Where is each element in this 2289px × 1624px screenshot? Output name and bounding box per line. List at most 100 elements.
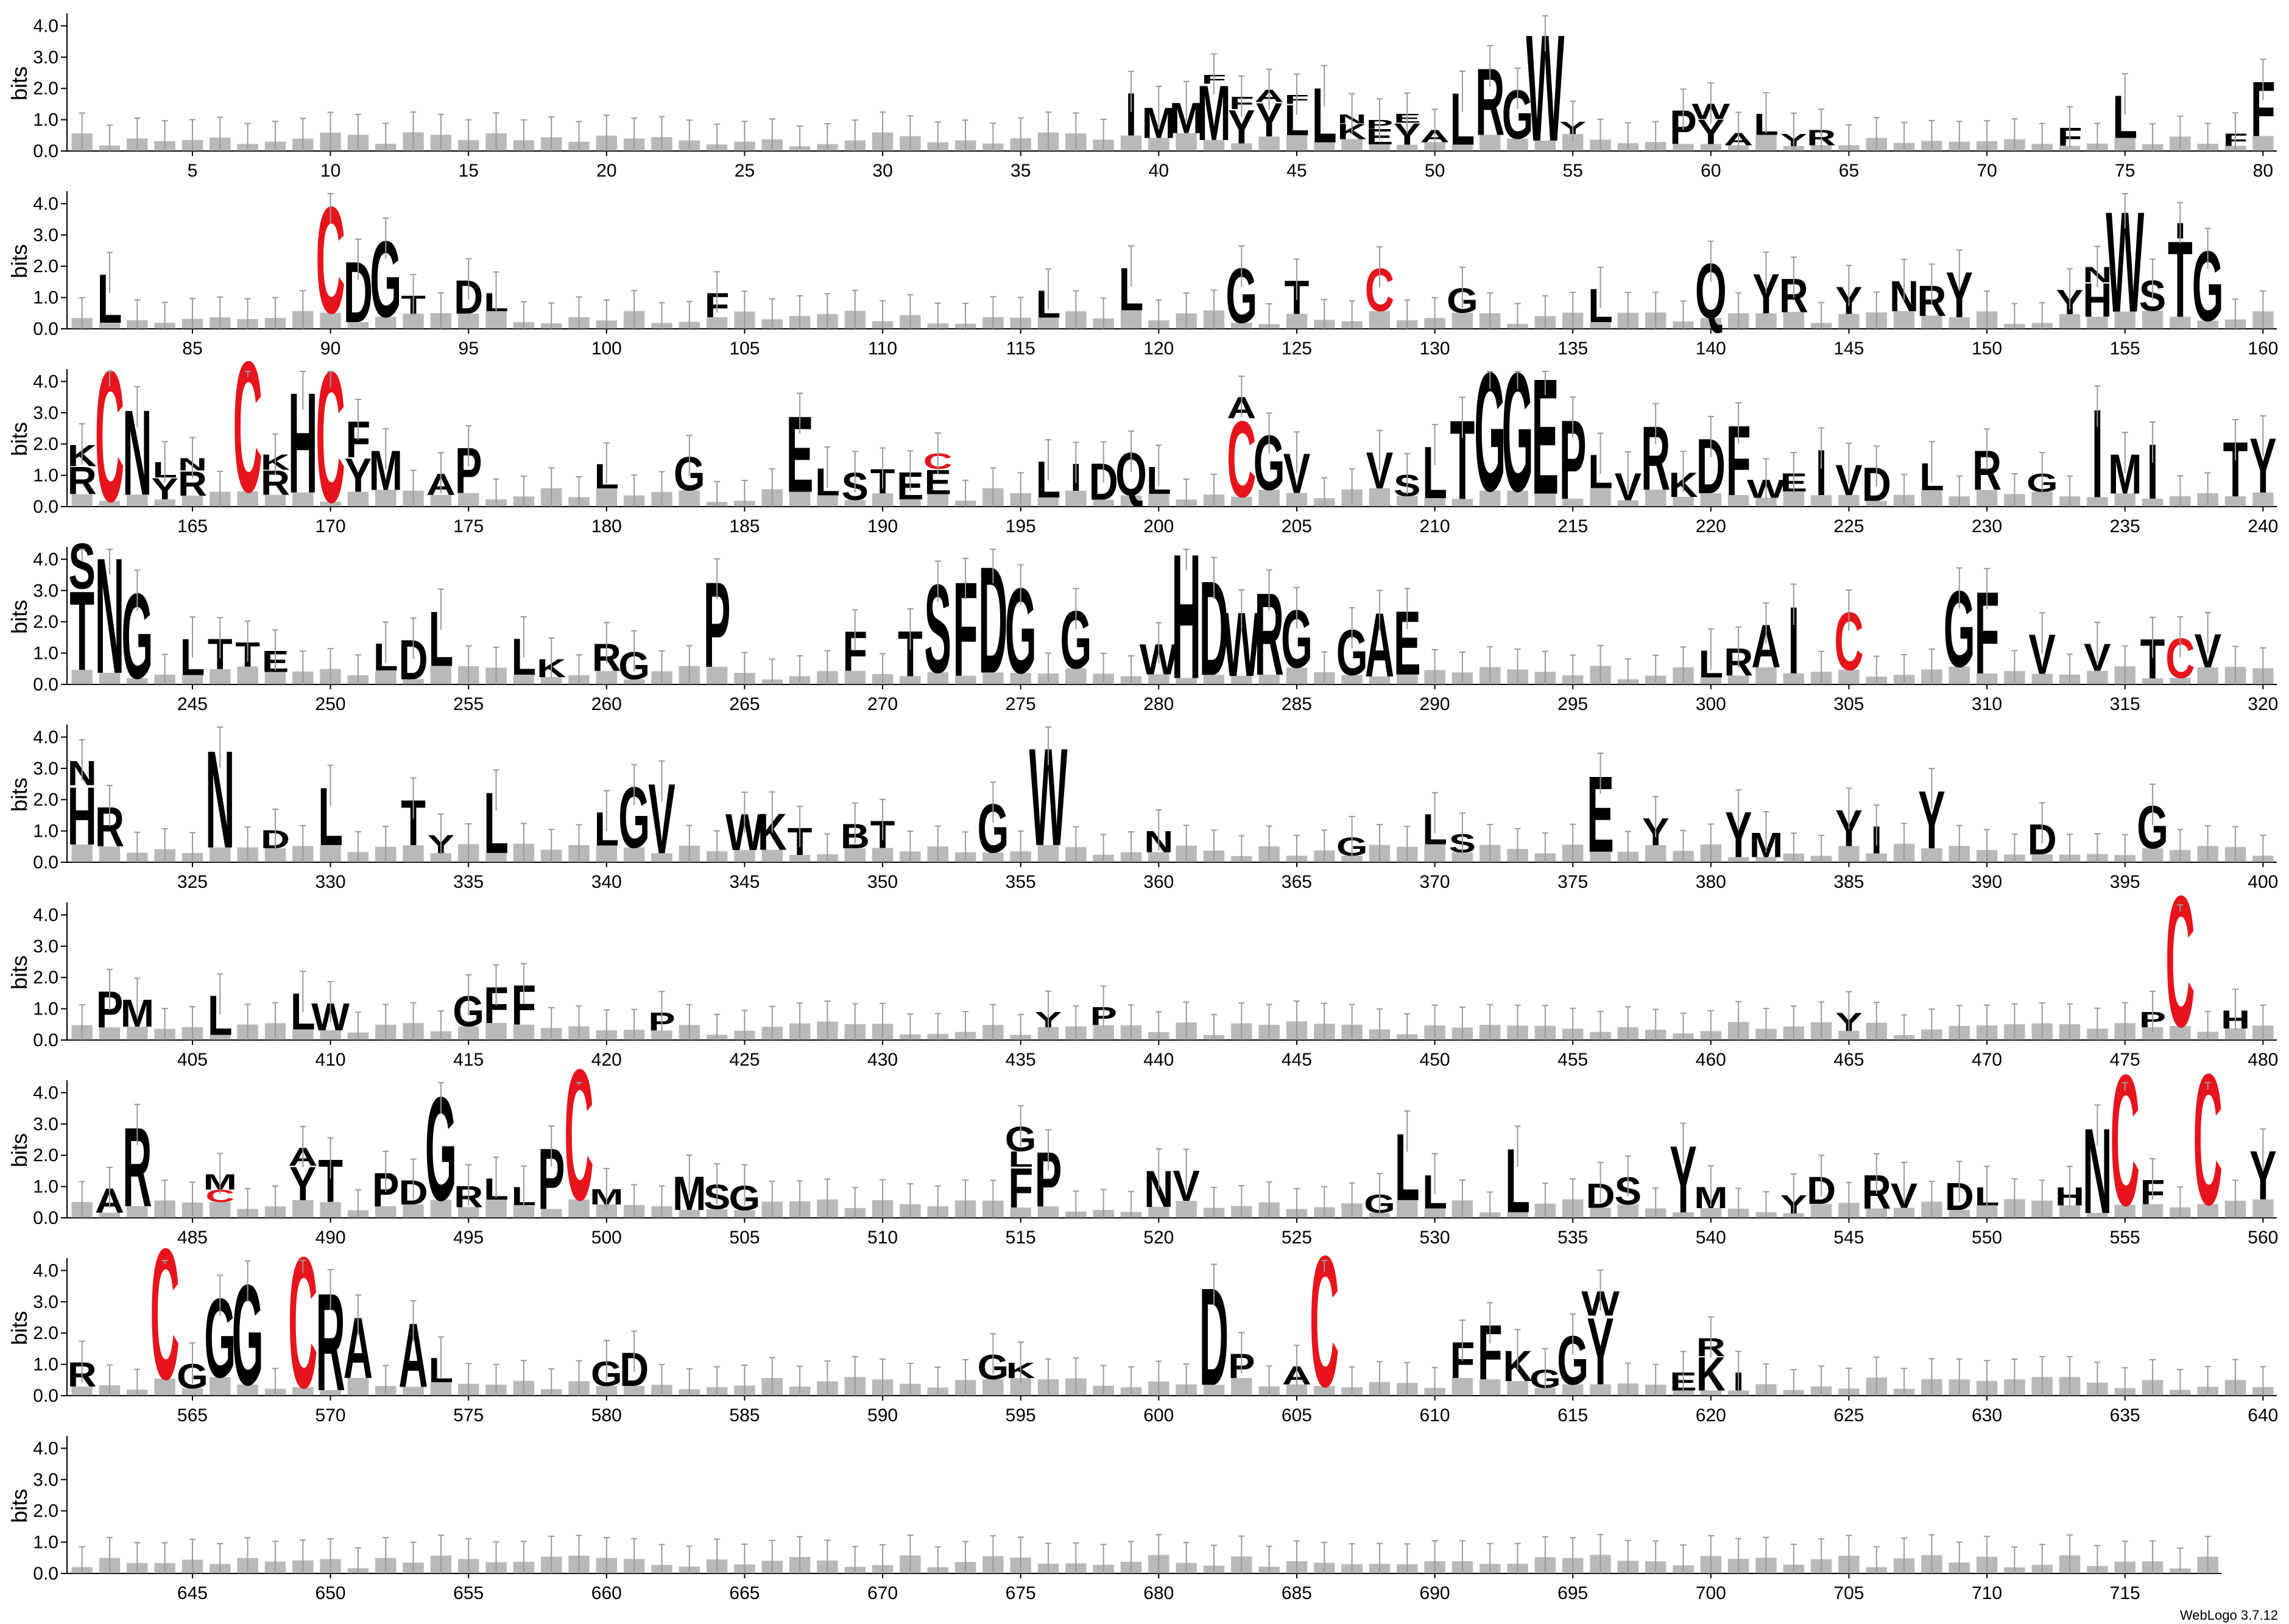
minor-residue-stack xyxy=(127,494,148,507)
minor-residue-stack xyxy=(375,490,397,507)
minor-residue-stack xyxy=(2170,1025,2191,1040)
minor-residue-stack xyxy=(1010,1207,1031,1218)
y-tick-label: 3.0 xyxy=(33,47,58,68)
x-tick-label: 565 xyxy=(177,1405,208,1425)
y-tick-label: 4.0 xyxy=(33,1083,58,1103)
minor-residue-stack xyxy=(2142,498,2164,507)
x-tick-label: 560 xyxy=(2248,1228,2278,1248)
minor-residue-stack xyxy=(1673,1212,1694,1218)
minor-residue-stack xyxy=(1424,1208,1445,1218)
x-tick-label: 380 xyxy=(1696,872,1726,892)
y-tick-label: 1.0 xyxy=(33,110,58,130)
x-tick-label: 475 xyxy=(2110,1050,2140,1070)
minor-residue-stack xyxy=(1645,845,1666,862)
x-tick-label: 520 xyxy=(1143,1228,1174,1248)
minor-residue-stack xyxy=(1755,857,1777,862)
minor-residue-stack xyxy=(789,491,811,507)
minor-residue-stack xyxy=(1424,844,1445,862)
minor-residue-stack xyxy=(872,848,894,862)
residue-letter: I xyxy=(2092,383,2103,524)
x-tick-label: 315 xyxy=(2110,694,2140,714)
x-tick-label: 465 xyxy=(1833,1050,1864,1070)
x-tick-label: 490 xyxy=(316,1228,346,1248)
x-tick-label: 230 xyxy=(1972,516,2002,536)
y-tick-label: 4.0 xyxy=(33,905,58,925)
y-tick-label: 2.0 xyxy=(33,434,58,454)
minor-residue-stack xyxy=(1231,496,1252,507)
minor-residue-stack xyxy=(2087,670,2108,684)
minor-residue-stack xyxy=(1755,313,1777,329)
x-tick-label: 305 xyxy=(1833,694,1864,714)
minor-residue-stack xyxy=(1783,673,1805,684)
minor-residue-stack xyxy=(1148,493,1169,507)
x-tick-label: 125 xyxy=(1282,339,1312,359)
minor-residue-stack xyxy=(2031,673,2053,684)
minor-residue-stack xyxy=(2059,314,2081,329)
minor-residue-stack xyxy=(568,1199,590,1218)
minor-residue-stack xyxy=(1065,490,1087,507)
minor-residue-stack xyxy=(1810,1204,1832,1218)
x-tick-label: 275 xyxy=(1006,694,1036,714)
x-tick-label: 210 xyxy=(1420,516,1450,536)
residue-letter: G xyxy=(1502,337,1534,527)
minor-residue-stack xyxy=(1590,1384,1611,1396)
minor-residue-stack xyxy=(1893,311,1915,329)
x-tick-label: 205 xyxy=(1282,516,1312,536)
minor-residue-stack xyxy=(210,1201,231,1218)
x-tick-label: 660 xyxy=(591,1583,622,1603)
x-tick-label: 390 xyxy=(1972,872,2002,892)
x-tick-label: 45 xyxy=(1286,161,1307,181)
x-tick-label: 50 xyxy=(1425,161,1445,181)
x-tick-label: 60 xyxy=(1701,161,1721,181)
logo-row: 0.0 1.0 2.0 3.0 4.0 bits 645 650 655 660 665 670 675… xyxy=(7,1436,2222,1603)
minor-residue-stack xyxy=(99,501,121,507)
minor-residue-stack xyxy=(1451,852,1473,862)
x-tick-label: 615 xyxy=(1557,1405,1588,1425)
minor-residue-stack xyxy=(706,667,728,684)
minor-residue-stack xyxy=(1286,1384,1308,1396)
minor-residue-stack xyxy=(596,488,618,507)
minor-residue-stack xyxy=(99,846,121,862)
minor-residue-stack xyxy=(982,672,1004,684)
minor-residue-stack xyxy=(1727,495,1749,507)
minor-residue-stack xyxy=(2087,317,2108,329)
x-tick-label: 590 xyxy=(867,1405,898,1425)
x-tick-label: 135 xyxy=(1557,339,1588,359)
minor-residue-stack xyxy=(347,1377,369,1396)
residue-letter: R xyxy=(68,459,97,503)
y-tick-label: 3.0 xyxy=(33,1470,58,1490)
x-tick-label: 700 xyxy=(1696,1583,1726,1603)
y-tick-label: 4.0 xyxy=(33,1438,58,1458)
x-tick-label: 640 xyxy=(2248,1405,2278,1425)
x-tick-label: 25 xyxy=(735,161,755,181)
minor-residue-stack xyxy=(1673,144,1694,151)
x-tick-label: 460 xyxy=(1696,1050,1726,1070)
minor-residue-stack xyxy=(982,1379,1004,1396)
x-tick-label: 95 xyxy=(459,339,479,359)
minor-residue-stack xyxy=(1866,853,1888,862)
x-tick-label: 550 xyxy=(1972,1228,2002,1248)
x-tick-label: 440 xyxy=(1143,1050,1174,1070)
minor-residue-stack xyxy=(872,493,894,507)
x-tick-label: 265 xyxy=(729,694,760,714)
minor-residue-stack xyxy=(2252,1199,2274,1218)
y-tick-label: 2.0 xyxy=(33,790,58,810)
minor-residue-stack xyxy=(320,1030,341,1040)
x-tick-label: 185 xyxy=(729,516,760,536)
minor-residue-stack xyxy=(1783,1213,1805,1218)
y-tick-label: 1.0 xyxy=(33,1355,58,1375)
y-tick-label: 3.0 xyxy=(33,225,58,245)
minor-residue-stack xyxy=(457,493,479,507)
residue-letter: C xyxy=(2193,1036,2223,1245)
x-tick-label: 690 xyxy=(1420,1583,1450,1603)
minor-residue-stack xyxy=(1314,1386,1335,1396)
y-tick-label: 2.0 xyxy=(33,968,58,988)
minor-residue-stack xyxy=(403,1204,424,1218)
residue-letter: L xyxy=(1008,1148,1033,1172)
x-tick-label: 680 xyxy=(1143,1583,1174,1603)
minor-residue-stack xyxy=(1037,1027,1059,1040)
residue-letter: C xyxy=(2111,1036,2140,1245)
x-tick-label: 425 xyxy=(729,1050,760,1070)
x-tick-label: 450 xyxy=(1420,1050,1450,1070)
x-tick-label: 555 xyxy=(2110,1228,2140,1248)
